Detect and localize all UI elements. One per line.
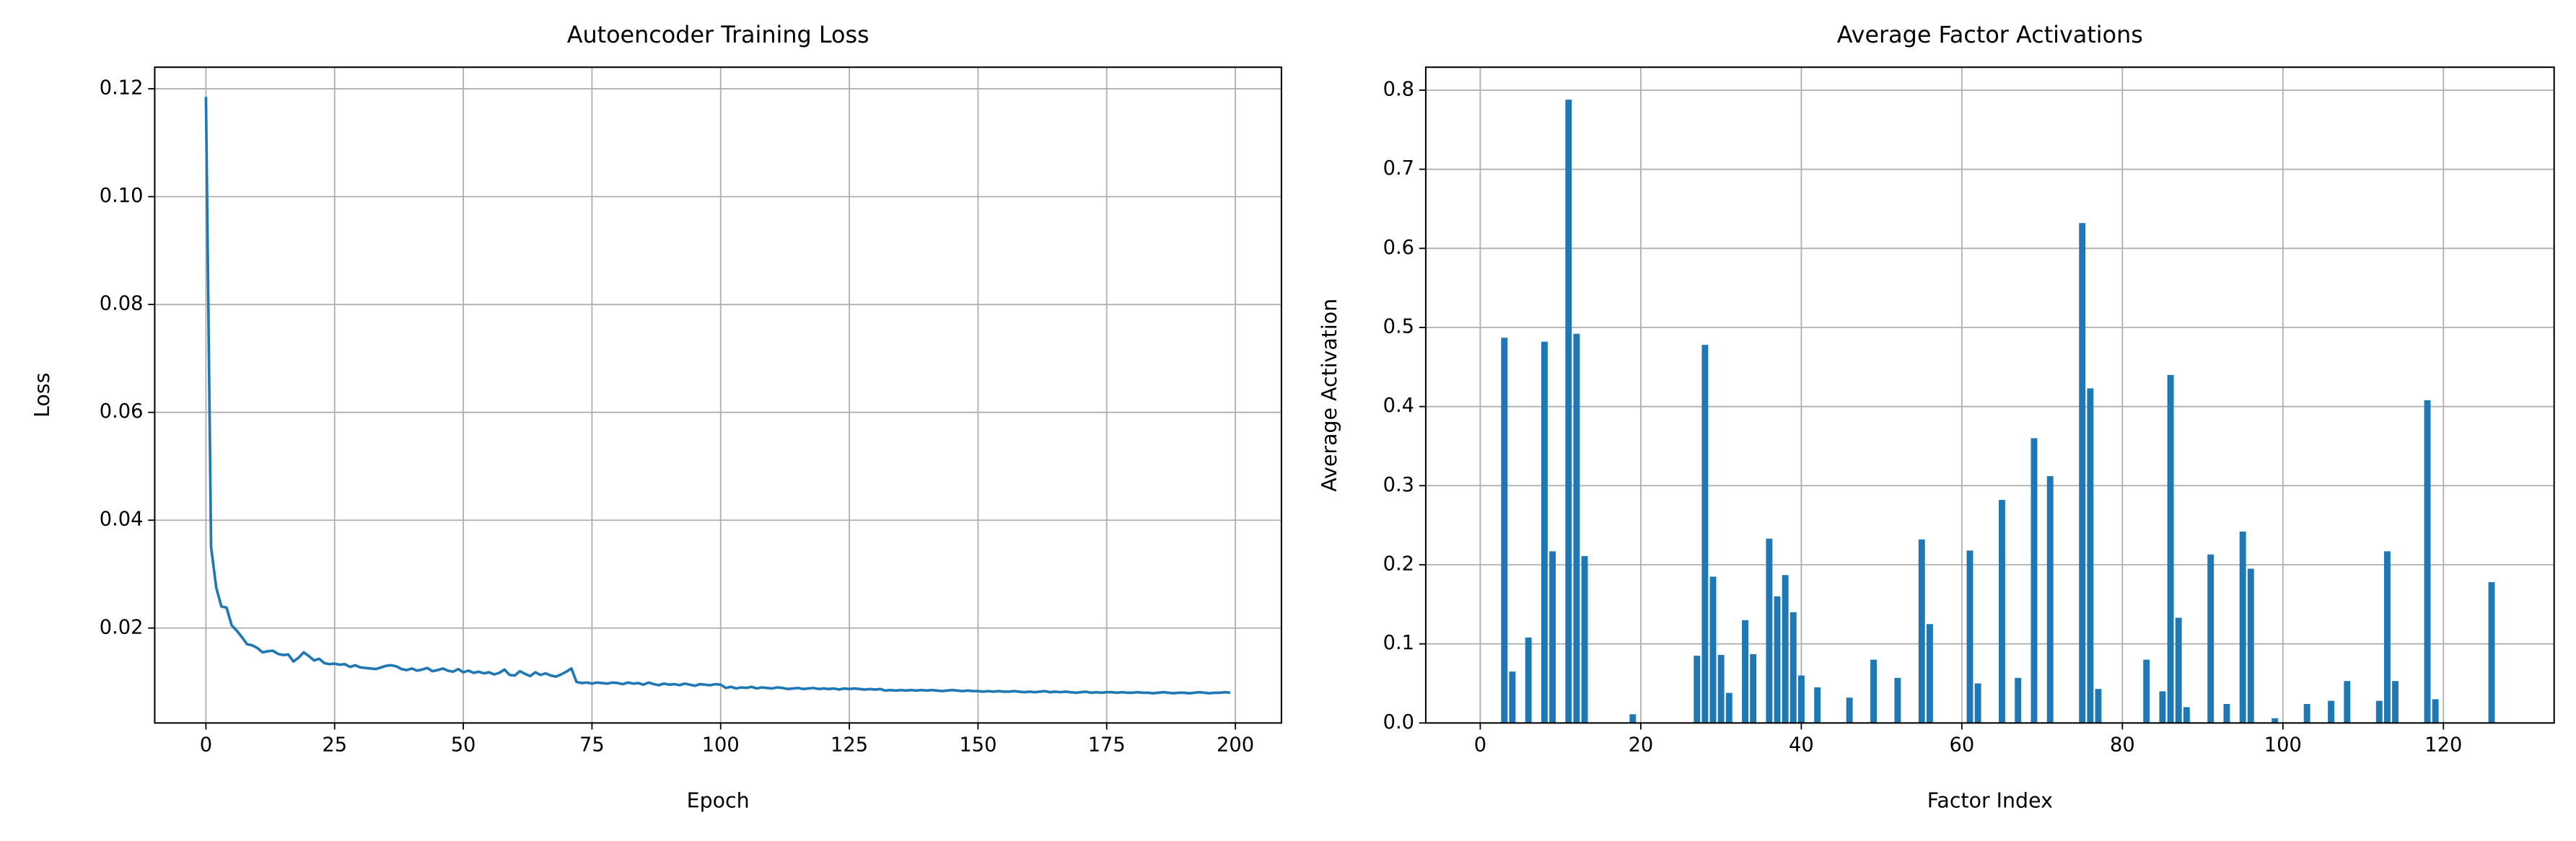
y-tick-label: 0.10 [100,185,144,207]
bar [1789,612,1797,723]
bar [2087,388,2094,723]
x-tick-label: 0 [200,734,212,757]
y-tick-label: 0.3 [1383,474,1414,496]
bar [2344,681,2351,723]
x-tick-label: 175 [1088,734,1126,757]
y-axis-label: Average Activation [1318,299,1341,492]
x-tick-label: 150 [959,734,996,757]
bar [1565,100,1572,723]
y-tick-label: 0.5 [1383,316,1414,338]
bar [2271,718,2279,723]
bar [2167,374,2174,723]
y-tick-label: 0.6 [1383,237,1414,259]
chart-title: Autoencoder Training Loss [567,21,869,48]
bar [2183,707,2190,723]
bar [1797,675,1805,723]
bar [2392,681,2398,723]
x-tick-label: 200 [1217,734,1254,757]
x-tick-label: 20 [1629,734,1654,757]
bar [1725,692,1732,723]
bar [2223,704,2230,723]
x-tick-label: 60 [1950,734,1975,757]
bar [1750,653,1757,723]
bar [2030,438,2038,723]
y-tick-label: 0.4 [1383,395,1414,417]
bar [1742,620,1748,723]
bar [1926,624,1933,723]
bar [1709,576,1717,723]
bar [1774,596,1781,723]
y-tick-label: 0.1 [1383,632,1414,654]
y-tick-label: 0.12 [100,77,144,100]
y-tick-label: 0.08 [100,293,144,315]
bar [1549,551,1556,723]
bar [1701,345,1709,723]
bar [2015,677,2022,723]
x-tick-label: 100 [2264,734,2302,757]
bar [2159,691,2166,723]
bar [2303,704,2310,723]
x-tick-label: 50 [451,734,476,757]
bar [1918,539,1925,723]
bar [1525,637,1532,723]
x-axis-label: Epoch [687,788,750,812]
bar [2175,617,2182,723]
bar [2247,568,2254,723]
bar [2046,476,2054,723]
bar [2375,700,2383,723]
x-tick-label: 120 [2424,734,2462,757]
bar [1581,555,1588,723]
y-tick-label: 0.0 [1383,711,1414,734]
chart-panel: Autoencoder Training Loss Epoch Loss 0 25 50 7… [30,21,1282,812]
bar [1573,333,1580,723]
x-tick-label: 125 [831,734,868,757]
bar [1509,672,1516,723]
bar [2143,659,2150,723]
bar [2328,700,2335,723]
y-axis-label: Loss [30,373,54,418]
bar [1766,538,1773,723]
bar [2424,400,2431,723]
bar [1782,575,1789,723]
y-tick-label: 0.2 [1383,553,1414,576]
bar [1966,550,1973,723]
y-tick-label: 0.7 [1383,157,1414,180]
bar [1999,500,2005,723]
bar [1894,677,1901,723]
bar [2383,551,2391,723]
bar [1717,655,1725,723]
y-tick-label: 0.02 [100,616,144,638]
bar [2079,223,2086,723]
bar [1814,687,1821,723]
y-tick-label: 0.8 [1383,78,1414,100]
bar [2432,699,2439,723]
bar [1694,656,1701,723]
x-tick-label: 0 [1474,734,1486,757]
bar [2239,531,2246,723]
x-tick-label: 40 [1789,734,1814,757]
x-tick-label: 25 [322,734,347,757]
bar [1846,697,1853,723]
loss-line [204,97,1231,695]
y-tick-label: 0.04 [100,508,144,531]
bar [1974,683,1981,723]
x-axis-label: Factor Index [1927,788,2053,812]
chart-panel: Average Factor Activations Factor Index Av… [1318,21,2555,812]
bar [1870,659,1877,723]
bar [2488,582,2495,723]
x-tick-label: 75 [579,734,605,757]
bar [2207,554,2214,723]
axes-frame [1424,66,2555,724]
x-tick-label: 100 [702,734,740,757]
bar [1541,341,1548,723]
axes-frame [154,66,1282,724]
bar [1501,338,1508,723]
bar [1629,714,1637,723]
bar [2095,689,2102,723]
x-tick-label: 80 [2110,734,2135,757]
y-tick-label: 0.06 [100,400,144,423]
chart-title: Average Factor Activations [1837,21,2143,48]
